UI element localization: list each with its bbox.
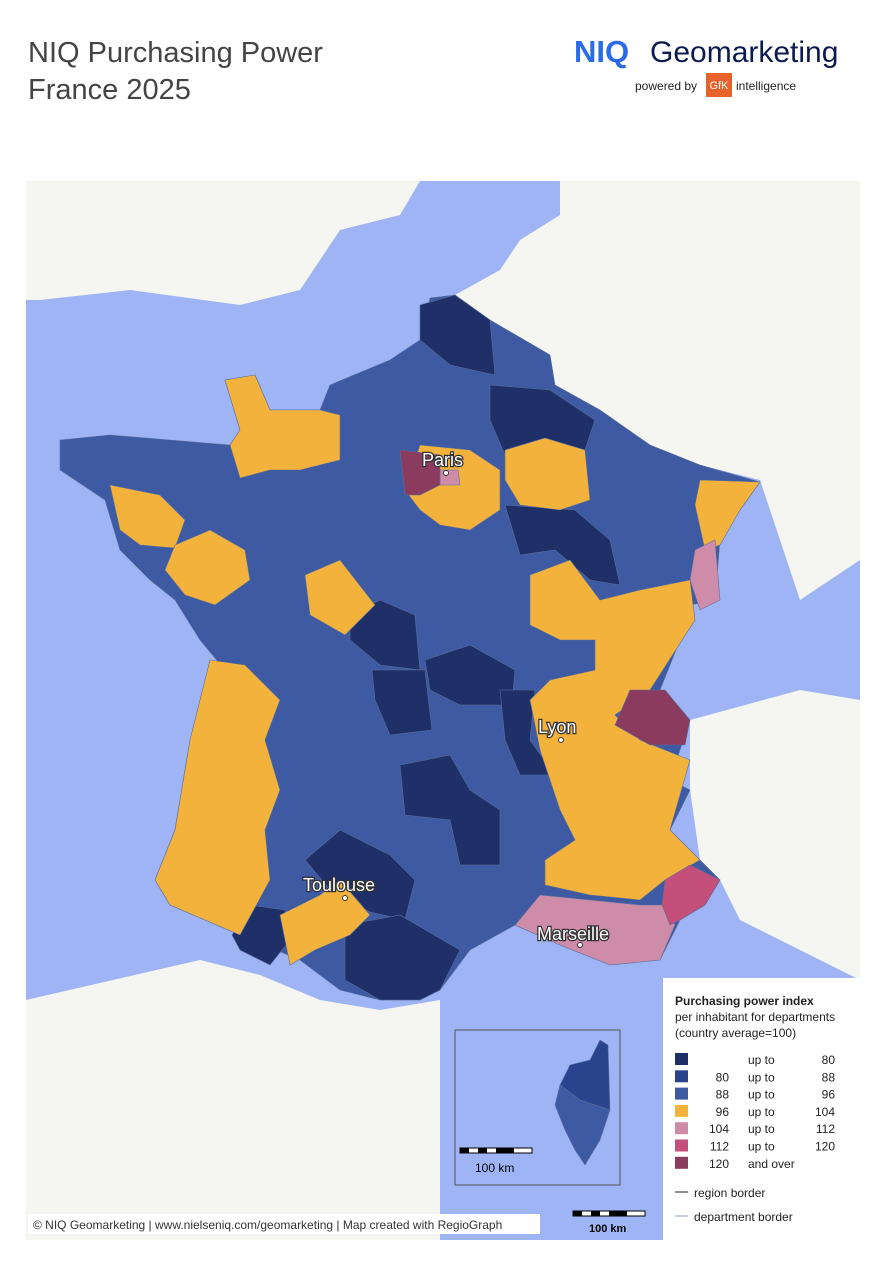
logo-product: Geomarketing — [650, 36, 838, 69]
title: NIQ Purchasing Power — [28, 37, 323, 69]
department — [614, 689, 691, 746]
department — [399, 449, 441, 496]
city-label: Toulouse — [303, 875, 375, 895]
legend-from: 88 — [716, 1088, 730, 1102]
department — [661, 864, 721, 926]
legend-to: 112 — [816, 1122, 835, 1136]
credit: © NIQ Geomarketing | www.nielseniq.com/g… — [33, 1218, 502, 1232]
department — [694, 479, 761, 551]
logo-brand: NIQ — [574, 34, 629, 69]
department — [399, 754, 501, 866]
scale-label: 100 km — [475, 1161, 514, 1175]
legend-swatch — [675, 1139, 688, 1152]
legend-swatch — [675, 1104, 688, 1117]
department — [529, 559, 701, 901]
gfk: GfK — [710, 80, 730, 92]
city-dot — [558, 737, 564, 743]
legend-to: 80 — [822, 1053, 836, 1067]
legend-swatch — [675, 1087, 688, 1100]
city-dot — [577, 942, 583, 948]
legend-from: 120 — [709, 1157, 729, 1171]
legend-connector: up to — [748, 1053, 775, 1067]
legend-from: 80 — [716, 1070, 730, 1084]
legend-to: 96 — [822, 1088, 836, 1102]
neighbour-land — [690, 690, 860, 980]
powered-by: powered by — [635, 79, 697, 93]
scale-bar — [572, 1210, 646, 1217]
legend-swatch — [675, 1156, 688, 1169]
department — [224, 374, 341, 479]
legend-connector: up to — [748, 1088, 775, 1102]
legend-swatch — [675, 1053, 688, 1065]
department — [554, 1084, 611, 1166]
legend-connector: up to — [748, 1105, 775, 1119]
city-label: Marseille — [537, 924, 609, 944]
department — [154, 659, 281, 936]
department — [689, 539, 721, 611]
title: France 2025 — [28, 74, 191, 106]
legend-box — [663, 978, 860, 1240]
city-label: Lyon — [538, 717, 576, 737]
department — [419, 294, 496, 376]
scale-bar — [459, 1147, 533, 1154]
legend-to: 104 — [815, 1105, 835, 1119]
legend-key: department border — [694, 1210, 793, 1224]
legend-swatch — [675, 1070, 688, 1083]
partner-suffix: intelligence — [736, 79, 796, 93]
legend-to: 88 — [822, 1070, 836, 1084]
legend-subtitle: (country average=100) — [675, 1026, 796, 1040]
department — [439, 469, 461, 486]
gfk-box — [706, 73, 732, 97]
department — [344, 914, 461, 1001]
legend-subtitle: per inhabitant for departments — [675, 1010, 835, 1024]
scale-label: 100 km — [589, 1223, 627, 1235]
legend-title: Purchasing power index — [675, 994, 814, 1008]
legend-from: 104 — [709, 1122, 729, 1136]
legend-from: 112 — [710, 1140, 729, 1154]
legend-swatch — [675, 1122, 688, 1135]
legend-key: region border — [694, 1186, 765, 1200]
legend-connector: up to — [748, 1140, 775, 1154]
department — [279, 879, 371, 966]
city-label: Paris — [422, 450, 463, 470]
department — [164, 529, 251, 606]
legend-connector: up to — [748, 1122, 775, 1136]
city-dot — [342, 895, 348, 901]
department — [504, 437, 591, 511]
legend-connector: up to — [748, 1070, 775, 1084]
england — [26, 181, 420, 305]
department — [371, 669, 433, 736]
department — [304, 559, 376, 636]
department — [504, 504, 621, 586]
legend-connector: and over — [748, 1157, 795, 1171]
legend-from: 96 — [716, 1105, 730, 1119]
legend-to: 120 — [815, 1140, 835, 1154]
city-dot — [443, 470, 449, 476]
credit-box — [28, 1214, 540, 1234]
spain — [26, 960, 440, 1240]
neighbour-land — [26, 181, 860, 600]
